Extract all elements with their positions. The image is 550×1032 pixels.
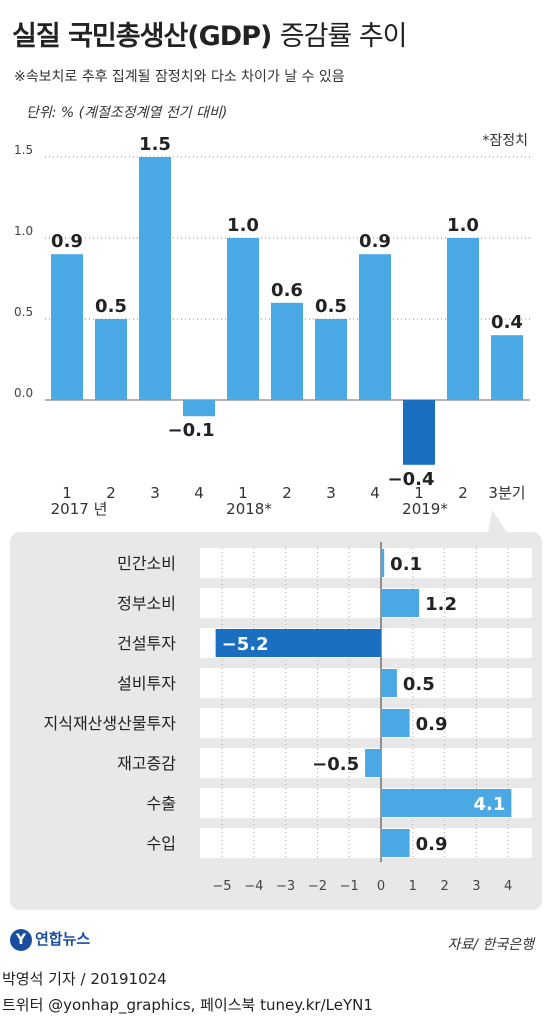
component-bar	[381, 709, 410, 737]
x-tick-label: −5	[212, 879, 231, 894]
quarter-label: 4	[370, 484, 380, 502]
unit-text: 단위: % (계절조정계열 전기 대비)	[26, 105, 228, 121]
x-tick-label: 0	[377, 879, 385, 894]
quarter-label: 1	[238, 484, 248, 502]
row-background	[200, 588, 532, 618]
logo-text: 연합뉴스	[35, 930, 91, 948]
component-bar	[381, 829, 410, 857]
y-tick-label: 0.5	[14, 305, 33, 319]
category-label: 수출	[147, 794, 176, 813]
bar-value-label: 1.0	[447, 215, 479, 236]
bar	[95, 319, 127, 400]
category-label: 정부소비	[117, 594, 176, 613]
year-label: 2019*	[402, 500, 448, 518]
sns-text: 트위터 @yonhap_graphics, 페이스북 tuney.kr/LeYN…	[2, 996, 373, 1014]
component-value-label: −5.2	[222, 634, 269, 655]
bar	[183, 400, 215, 417]
component-value-label: 0.9	[416, 834, 448, 855]
panel-pointer	[488, 510, 508, 534]
bar	[403, 400, 435, 465]
component-bar	[381, 549, 385, 577]
bar	[491, 335, 523, 400]
quarter-label: 3	[150, 484, 160, 502]
bar-value-label: 1.5	[139, 134, 171, 155]
component-bar	[215, 629, 381, 657]
x-tick-label: 4	[504, 879, 512, 894]
bar-value-label: −0.4	[388, 469, 435, 490]
year-label: 2018*	[226, 500, 272, 518]
component-value-label: 0.9	[416, 714, 448, 735]
category-label: 재고증감	[117, 754, 176, 773]
x-tick-label: 3	[472, 879, 480, 894]
x-tick-label: −4	[244, 879, 263, 894]
component-bar	[381, 589, 420, 617]
x-tick-label: −2	[308, 879, 327, 894]
row-background	[200, 828, 532, 858]
bar	[139, 157, 171, 400]
bar	[447, 238, 479, 400]
bar-value-label: 0.5	[95, 296, 127, 317]
bar-value-label: 0.6	[271, 280, 303, 301]
category-label: 건설투자	[117, 634, 176, 653]
title-main: 실질 국민총생산(GDP)	[12, 21, 272, 52]
yonhap-logo-icon: Y	[10, 928, 32, 951]
category-label: 지식재산생산물투자	[44, 714, 177, 733]
component-value-label: 4.1	[473, 794, 505, 815]
bar-value-label: −0.1	[168, 420, 215, 441]
yonhap-logo: Y 연합뉴스	[10, 928, 90, 951]
note-text: ※속보치로 추후 집계될 잠정치와 다소 차이가 날 수 있음	[14, 69, 345, 85]
credit-text: 박영석 기자 / 20191024	[2, 970, 167, 988]
component-value-label: −0.5	[312, 754, 359, 775]
bar-value-label: 0.9	[51, 231, 83, 252]
bar	[271, 302, 303, 400]
bar-value-label: 0.4	[491, 312, 523, 333]
bar	[51, 254, 83, 400]
bar	[359, 254, 391, 400]
bar-value-label: 0.9	[359, 231, 391, 252]
component-bar	[381, 789, 512, 817]
quarter-label: 2	[458, 484, 468, 502]
source-text: 자료/ 한국은행	[447, 937, 534, 953]
x-tick-label: −1	[340, 879, 359, 894]
quarter-label: 2	[106, 484, 116, 502]
bar	[227, 238, 259, 400]
component-bar	[381, 669, 397, 697]
row-background	[200, 668, 532, 698]
quarter-label: 2	[282, 484, 292, 502]
bar	[315, 319, 347, 400]
component-value-label: 0.5	[403, 674, 435, 695]
x-tick-label: 2	[440, 879, 448, 894]
page-title: 실질 국민총생산(GDP) 증감률 추이	[12, 14, 408, 53]
bar-value-label: 1.0	[227, 215, 259, 236]
quarter-label: 4	[194, 484, 204, 502]
x-tick-label: 1	[409, 879, 417, 894]
quarterly-gdp-chart: 0.0 0.5 1.0 1.5 0.9 1 0.5 2 1.5 3 −0.1 4 1.0 1 0.6 2 0.5…	[14, 134, 530, 518]
quarter-label: 1	[62, 484, 72, 502]
component-value-label: 0.1	[390, 554, 422, 575]
y-tick-label: 1.5	[14, 143, 33, 157]
y-tick-label: 1.0	[14, 224, 33, 238]
year-label: 2017 년	[51, 500, 108, 518]
quarter-label: 3	[326, 484, 336, 502]
category-label: 설비투자	[117, 674, 176, 693]
preliminary-note: *잠정치	[482, 133, 528, 149]
bar-value-label: 0.5	[315, 296, 347, 317]
quarter-label: 1	[414, 484, 424, 502]
row-background	[200, 708, 532, 738]
component-value-label: 1.2	[425, 594, 457, 615]
row-background	[200, 548, 532, 578]
quarter-label: 3분기	[488, 484, 525, 502]
title-sub: 증감률 추이	[279, 21, 408, 52]
category-label: 수입	[147, 834, 176, 853]
component-bar	[365, 749, 381, 777]
category-label: 민간소비	[117, 554, 176, 573]
y-tick-label: 0.0	[14, 386, 33, 400]
x-tick-label: −3	[276, 879, 295, 894]
